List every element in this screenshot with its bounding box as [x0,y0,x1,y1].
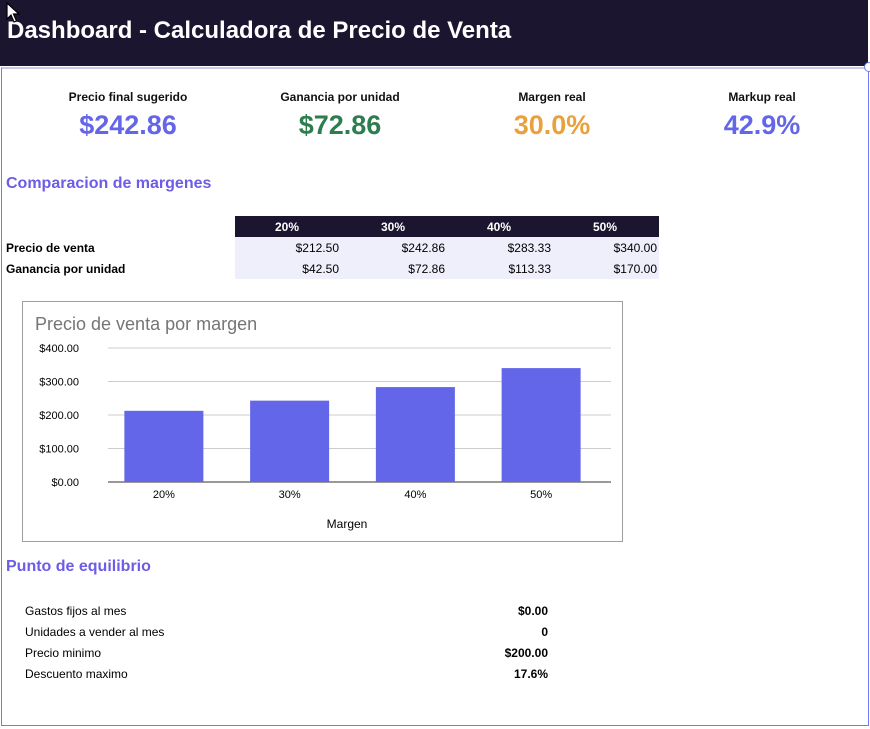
chart-title: Precio de venta por margen [35,314,257,334]
y-tick-label: $300.00 [39,377,79,389]
table-cell[interactable]: $170.00 [553,258,659,279]
resize-handle[interactable] [864,62,870,72]
chart-bar[interactable] [250,400,330,482]
x-tick-label: 30% [279,489,301,501]
table-cell[interactable]: $242.86 [341,237,447,258]
breakeven-value[interactable]: 17.6% [513,667,548,681]
kpi-precio-final: Precio final sugerido $242.86 [28,90,228,141]
breakeven-label: Descuento maximo [25,667,128,681]
kpi-label: Margen real [518,90,586,104]
breakeven-label: Precio minimo [25,646,102,660]
kpi-markup-real: Markup real 42.9% [662,90,862,141]
dashboard-sheet [1,67,869,726]
y-tick-label: $0.00 [51,477,79,489]
column-header[interactable]: 50% [553,216,659,237]
kpi-label: Precio final sugerido [68,90,188,104]
x-axis-label: Margen [327,517,368,531]
y-tick-label: $100.00 [39,444,79,456]
kpi-label: Markup real [728,90,796,104]
row-label[interactable]: Ganancia por unidad [6,261,126,276]
column-header[interactable]: 30% [341,216,447,237]
breakeven-value[interactable]: 0 [541,625,548,639]
table-cell[interactable]: $283.33 [447,237,553,258]
chart-canvas: Precio de venta por margen $0.00 $100.00 $… [35,314,611,531]
comparison-table: 20% 30% 40% 50% Precio de venta $212.50 … [4,216,659,279]
row-label[interactable]: Precio de venta [6,240,95,255]
y-tick-label: $400.00 [39,343,79,355]
section-title-equilibrio: Punto de equilibrio [6,558,151,575]
table-cell[interactable]: $42.50 [235,258,341,279]
page-title: Dashboard - Calculadora de Precio de Ven… [7,17,512,44]
chart-bar[interactable] [124,410,204,482]
x-tick-label: 20% [153,489,175,501]
table-cell[interactable]: $113.33 [447,258,553,279]
breakeven-label: Unidades a vender al mes [25,625,165,639]
kpi-margen-real: Margen real 30.0% [452,90,652,141]
breakeven-value[interactable]: $200.00 [504,646,548,660]
breakeven-value[interactable]: $0.00 [517,604,548,618]
mouse-cursor-icon [6,2,21,23]
x-tick-label: 50% [530,489,552,501]
breakeven-label: Gastos fijos al mes [25,604,127,618]
kpi-ganancia: Ganancia por unidad $72.86 [240,90,440,141]
table-row: Precio de venta $212.50 $242.86 $283.33 … [4,237,659,258]
kpi-value: $242.86 [79,110,177,140]
table-corner [4,216,235,237]
y-tick-label: $200.00 [39,410,79,422]
table-cell[interactable]: $340.00 [553,237,659,258]
column-header[interactable]: 20% [235,216,341,237]
chart-bar[interactable] [375,387,455,482]
table-cell[interactable]: $212.50 [235,237,341,258]
kpi-value: $72.86 [298,110,382,140]
chart-bar[interactable] [501,368,581,482]
price-by-margin-chart[interactable]: Precio de venta por margen $0.00 $100.00 $… [22,301,623,542]
kpi-value: 30.0% [513,110,591,140]
x-tick-label: 40% [404,489,426,501]
kpi-value: 42.9% [723,110,801,140]
section-title-comparacion: Comparacion de margenes [6,175,212,192]
column-header[interactable]: 40% [447,216,553,237]
header-bar: Dashboard - Calculadora de Precio de Ven… [0,0,868,66]
kpi-label: Ganancia por unidad [280,90,400,104]
table-row: Ganancia por unidad $42.50 $72.86 $113.3… [4,258,659,279]
table-cell[interactable]: $72.86 [341,258,447,279]
